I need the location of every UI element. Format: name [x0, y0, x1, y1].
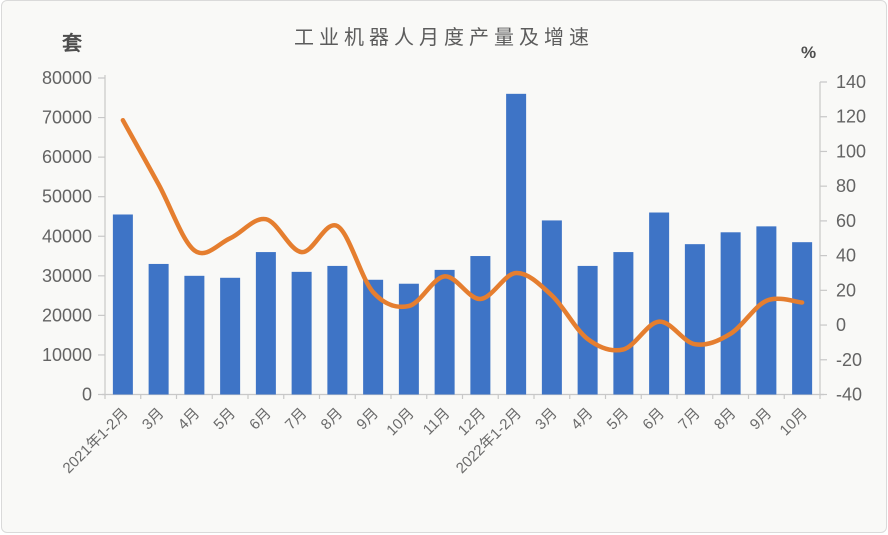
x-axis-label: 8月 — [318, 405, 347, 434]
right-axis-unit-label: % — [801, 43, 817, 62]
production-bar — [541, 220, 562, 395]
production-bar — [184, 275, 205, 395]
y-axis-right-tick-label: 120 — [836, 107, 866, 127]
x-axis-label: 10月 — [383, 405, 417, 439]
y-axis-left-tick-label: 60000 — [42, 147, 92, 167]
left-axis-unit-label: 套 — [62, 33, 82, 55]
production-bar — [792, 242, 813, 395]
x-axis-label: 5月 — [210, 405, 239, 434]
y-axis-right-tick-label: 20 — [836, 280, 856, 300]
production-bar — [613, 252, 634, 395]
x-axis-label: 7月 — [675, 405, 704, 434]
y-axis-right-tick-label: 40 — [836, 246, 856, 266]
x-axis-label: 9月 — [747, 405, 776, 434]
y-axis-left-tick-label: 70000 — [42, 108, 92, 128]
production-bar — [398, 283, 419, 395]
y-axis-left-tick-label: 80000 — [42, 68, 92, 88]
production-bar — [148, 263, 169, 395]
production-bar — [649, 212, 670, 395]
x-axis-label: 4月 — [568, 405, 597, 434]
y-axis-right-tick-label: -20 — [836, 350, 862, 370]
production-bar — [684, 244, 705, 395]
production-bar — [756, 226, 777, 395]
production-bar — [470, 256, 491, 395]
x-axis-label: 6月 — [246, 405, 275, 434]
y-axis-left-tick-label: 20000 — [42, 305, 92, 325]
y-axis-right-tick-label: -40 — [836, 385, 862, 405]
x-axis-label: 10月 — [777, 405, 811, 439]
y-axis-left-tick-label: 40000 — [42, 226, 92, 246]
production-bar — [255, 252, 276, 395]
x-axis-label: 3月 — [139, 405, 168, 434]
x-axis-label: 2022年1-2月 — [453, 405, 525, 477]
chart-title: 工业机器人月度产量及增速 — [294, 27, 594, 49]
growth-rate-line — [120, 117, 805, 353]
x-axis-label: 4月 — [175, 405, 204, 434]
production-bar — [327, 265, 348, 395]
y-axis-right-tick-label: 60 — [836, 211, 856, 231]
x-axis-label: 5月 — [604, 405, 633, 434]
y-axis-right-tick-label: 80 — [836, 176, 856, 196]
production-bar — [506, 93, 527, 395]
production-bar — [720, 232, 741, 395]
x-axis-label: 6月 — [639, 405, 668, 434]
x-axis-label: 8月 — [711, 405, 740, 434]
y-axis-left-tick-label: 30000 — [42, 266, 92, 286]
x-axis-label: 3月 — [532, 405, 561, 434]
production-bar — [220, 277, 241, 395]
production-bar — [363, 279, 384, 395]
production-bar — [434, 269, 455, 395]
y-axis-left-tick-label: 0 — [82, 385, 92, 405]
y-axis-left-tick-label: 10000 — [42, 345, 92, 365]
x-axis-label: 2021年1-2月 — [60, 405, 132, 477]
y-axis-right-tick-label: 100 — [836, 141, 866, 161]
x-axis-label: 9月 — [353, 405, 382, 434]
production-bar — [577, 265, 598, 395]
y-axis-right-tick-label: 0 — [836, 315, 846, 335]
y-axis-right-tick-label: 140 — [836, 72, 866, 92]
x-axis-label: 7月 — [282, 405, 311, 434]
x-axis-label: 11月 — [420, 405, 454, 439]
y-axis-left-tick-label: 50000 — [42, 187, 92, 207]
production-bar — [112, 214, 133, 395]
production-bar — [291, 271, 312, 395]
